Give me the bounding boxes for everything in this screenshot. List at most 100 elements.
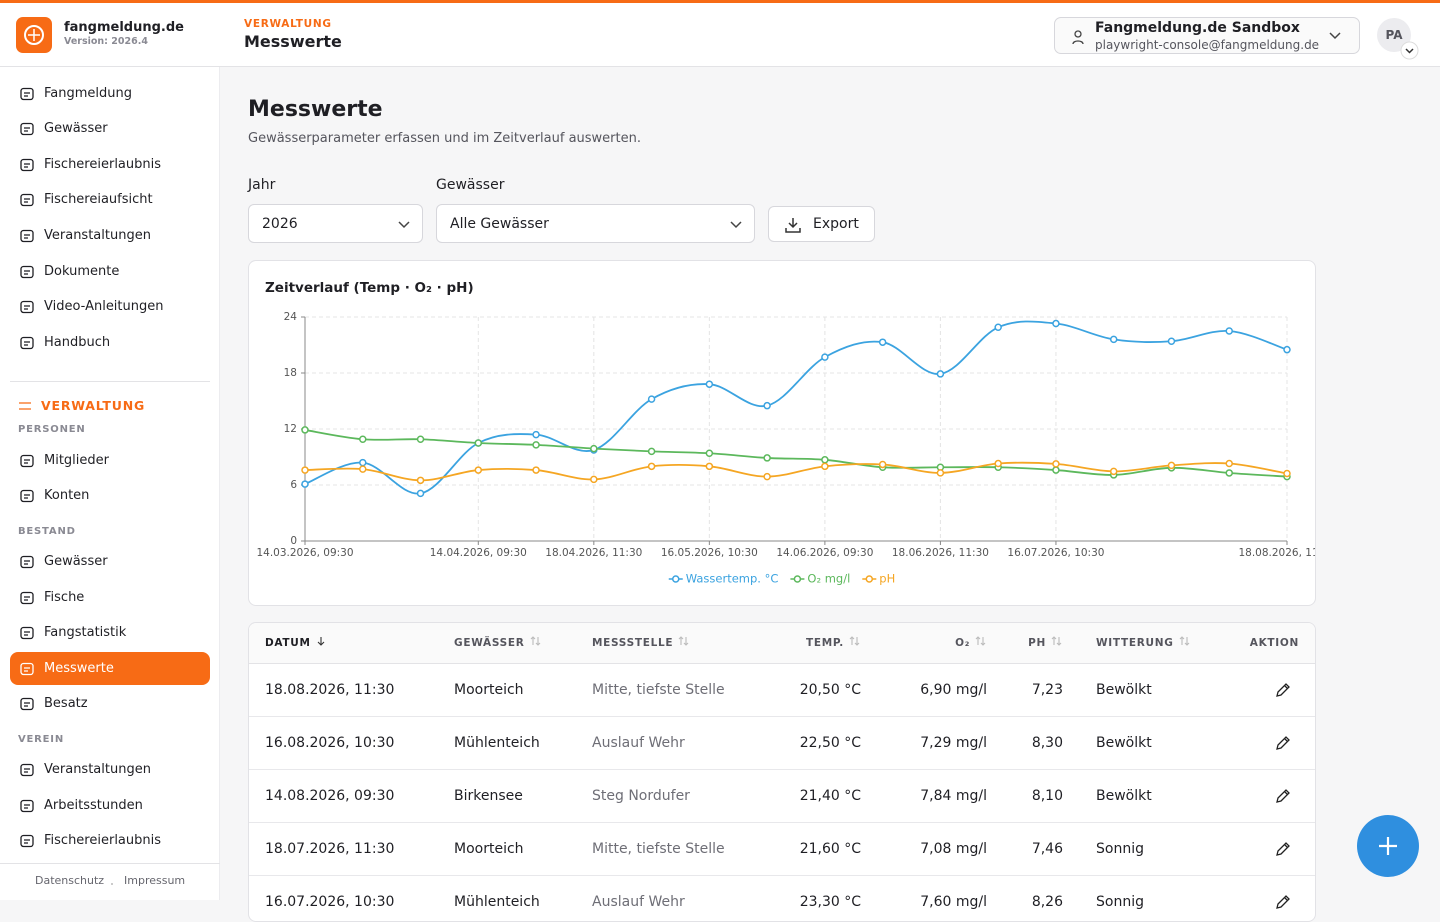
nav-item[interactable]: Fangstatistik [10,616,210,649]
legend: Wassertemp. °C O₂ mg/l pH [668,572,895,586]
nav-item[interactable]: Fangmeldung [10,77,210,110]
point [1109,335,1118,344]
point [705,462,714,471]
sort-icon [1179,636,1189,646]
icon-shape [1051,636,1062,646]
nav-icon [20,697,34,711]
edit-button[interactable] [1275,788,1291,804]
edit-button[interactable] [1275,735,1291,751]
icon-shape [24,234,30,239]
version: Version: 2026.4 [64,36,148,47]
nav-label: Gewässer [44,554,108,569]
avatar-menu[interactable] [1400,41,1419,60]
cell: 21,40 °C [799,788,861,804]
cell: Steg Nordufer [592,788,690,804]
cell: Mitte, tiefste Stelle [592,682,725,698]
point [1225,469,1233,477]
point [1109,467,1118,476]
icon-shape [24,631,30,636]
column-header[interactable]: WITTERUNG [1096,623,1191,664]
cell: 6,90 mg/l [920,682,987,698]
icon-shape [20,489,34,503]
point [301,466,309,474]
point [1167,337,1176,346]
column-header[interactable]: TEMP. [806,623,861,664]
icon-shape [20,87,34,100]
nav-item[interactable]: Fischereierlaubnis [10,824,210,857]
icon-shape [20,662,34,675]
cell: 8,26 [1031,894,1063,910]
cell: 18.07.2026, 11:30 [265,841,395,857]
point [301,426,309,434]
y-tick-label: 24 [284,311,298,323]
divider [0,863,220,864]
user-icon [1072,30,1084,45]
icon-shape [20,626,34,640]
cell: 16.08.2026, 10:30 [265,735,395,751]
icon-shape [20,194,34,207]
org-switcher[interactable]: Fangmeldung.de Sandbox playwright-consol… [1054,17,1360,54]
nav-icon [20,87,34,100]
point [301,480,309,488]
column-header[interactable]: O₂ [955,623,987,664]
nav-item[interactable]: Veranstaltungen [10,219,210,252]
nav-item[interactable]: Handbuch [10,326,210,359]
nav-label: Messwerte [44,660,114,676]
nav-item[interactable]: Besatz [10,687,210,720]
icon-shape [24,458,30,464]
nav-label: Fangmeldung [44,85,132,101]
nav-item[interactable]: Fische [10,581,210,614]
nav-item[interactable]: Mitglieder [10,444,210,477]
divider [10,381,210,382]
icon-shape [24,163,30,168]
icon-shape [20,555,34,569]
footer-link[interactable]: Datenschutz [35,874,105,887]
nav-item[interactable]: Veranstaltungen [10,753,210,786]
icon-shape [20,336,34,349]
icon-shape [1276,842,1290,856]
nav-item[interactable]: Konten [10,479,210,512]
nav-item[interactable]: Fischereiaufsicht [10,183,210,216]
nav-item[interactable]: Messwerte [10,651,210,685]
top-bar: fangmeldung.de Version: 2026.4 VERWALTUN… [0,0,1440,67]
nav-item[interactable]: Gewässer [10,112,210,145]
add-button[interactable] [1354,813,1422,881]
column-header[interactable]: MESSSTELLE [592,623,690,664]
nav-item[interactable]: Fischereierlaubnis [10,148,210,181]
x-tick-label: 18.04.2026, 11:30 [545,547,642,559]
cell: 8,10 [1031,788,1063,804]
cell: 16.07.2026, 10:30 [265,894,395,910]
export-button[interactable]: Export [768,206,875,242]
cell: 7,60 mg/l [920,894,987,910]
point [416,476,425,485]
point [359,458,367,467]
cell: Sonnig [1096,894,1144,910]
nav-item[interactable]: Arbeitsstunden [10,789,210,822]
point [532,430,540,439]
nav-item[interactable]: Dokumente [10,255,210,288]
legend-dot [865,575,874,583]
column-header[interactable]: DATUM [265,623,328,664]
nav-label: Mitglieder [44,452,109,468]
icon-shape [24,560,30,565]
point [936,370,945,378]
water-select[interactable]: Alle Gewässer [436,204,755,243]
cell: Auslauf Wehr [592,894,685,910]
edit-button[interactable] [1275,682,1291,698]
point [705,380,714,388]
icon-shape [24,91,30,97]
edit-button[interactable] [1275,841,1291,857]
point [532,466,540,474]
icon-shape [24,269,30,275]
nav-item[interactable]: Gewässer [10,545,210,578]
legend-swatch [862,575,877,583]
column-header[interactable]: GEWÄSSER [454,623,542,664]
nav-label: Veranstaltungen [44,227,151,243]
year-select[interactable]: 2026 [248,204,423,243]
footer-link[interactable]: Impressum [124,874,186,887]
point [590,475,598,484]
edit-button[interactable] [1275,894,1291,910]
point [1225,327,1233,335]
column-header[interactable]: PH [1028,623,1063,664]
nav-item[interactable]: Video-Anleitungen [10,290,210,323]
